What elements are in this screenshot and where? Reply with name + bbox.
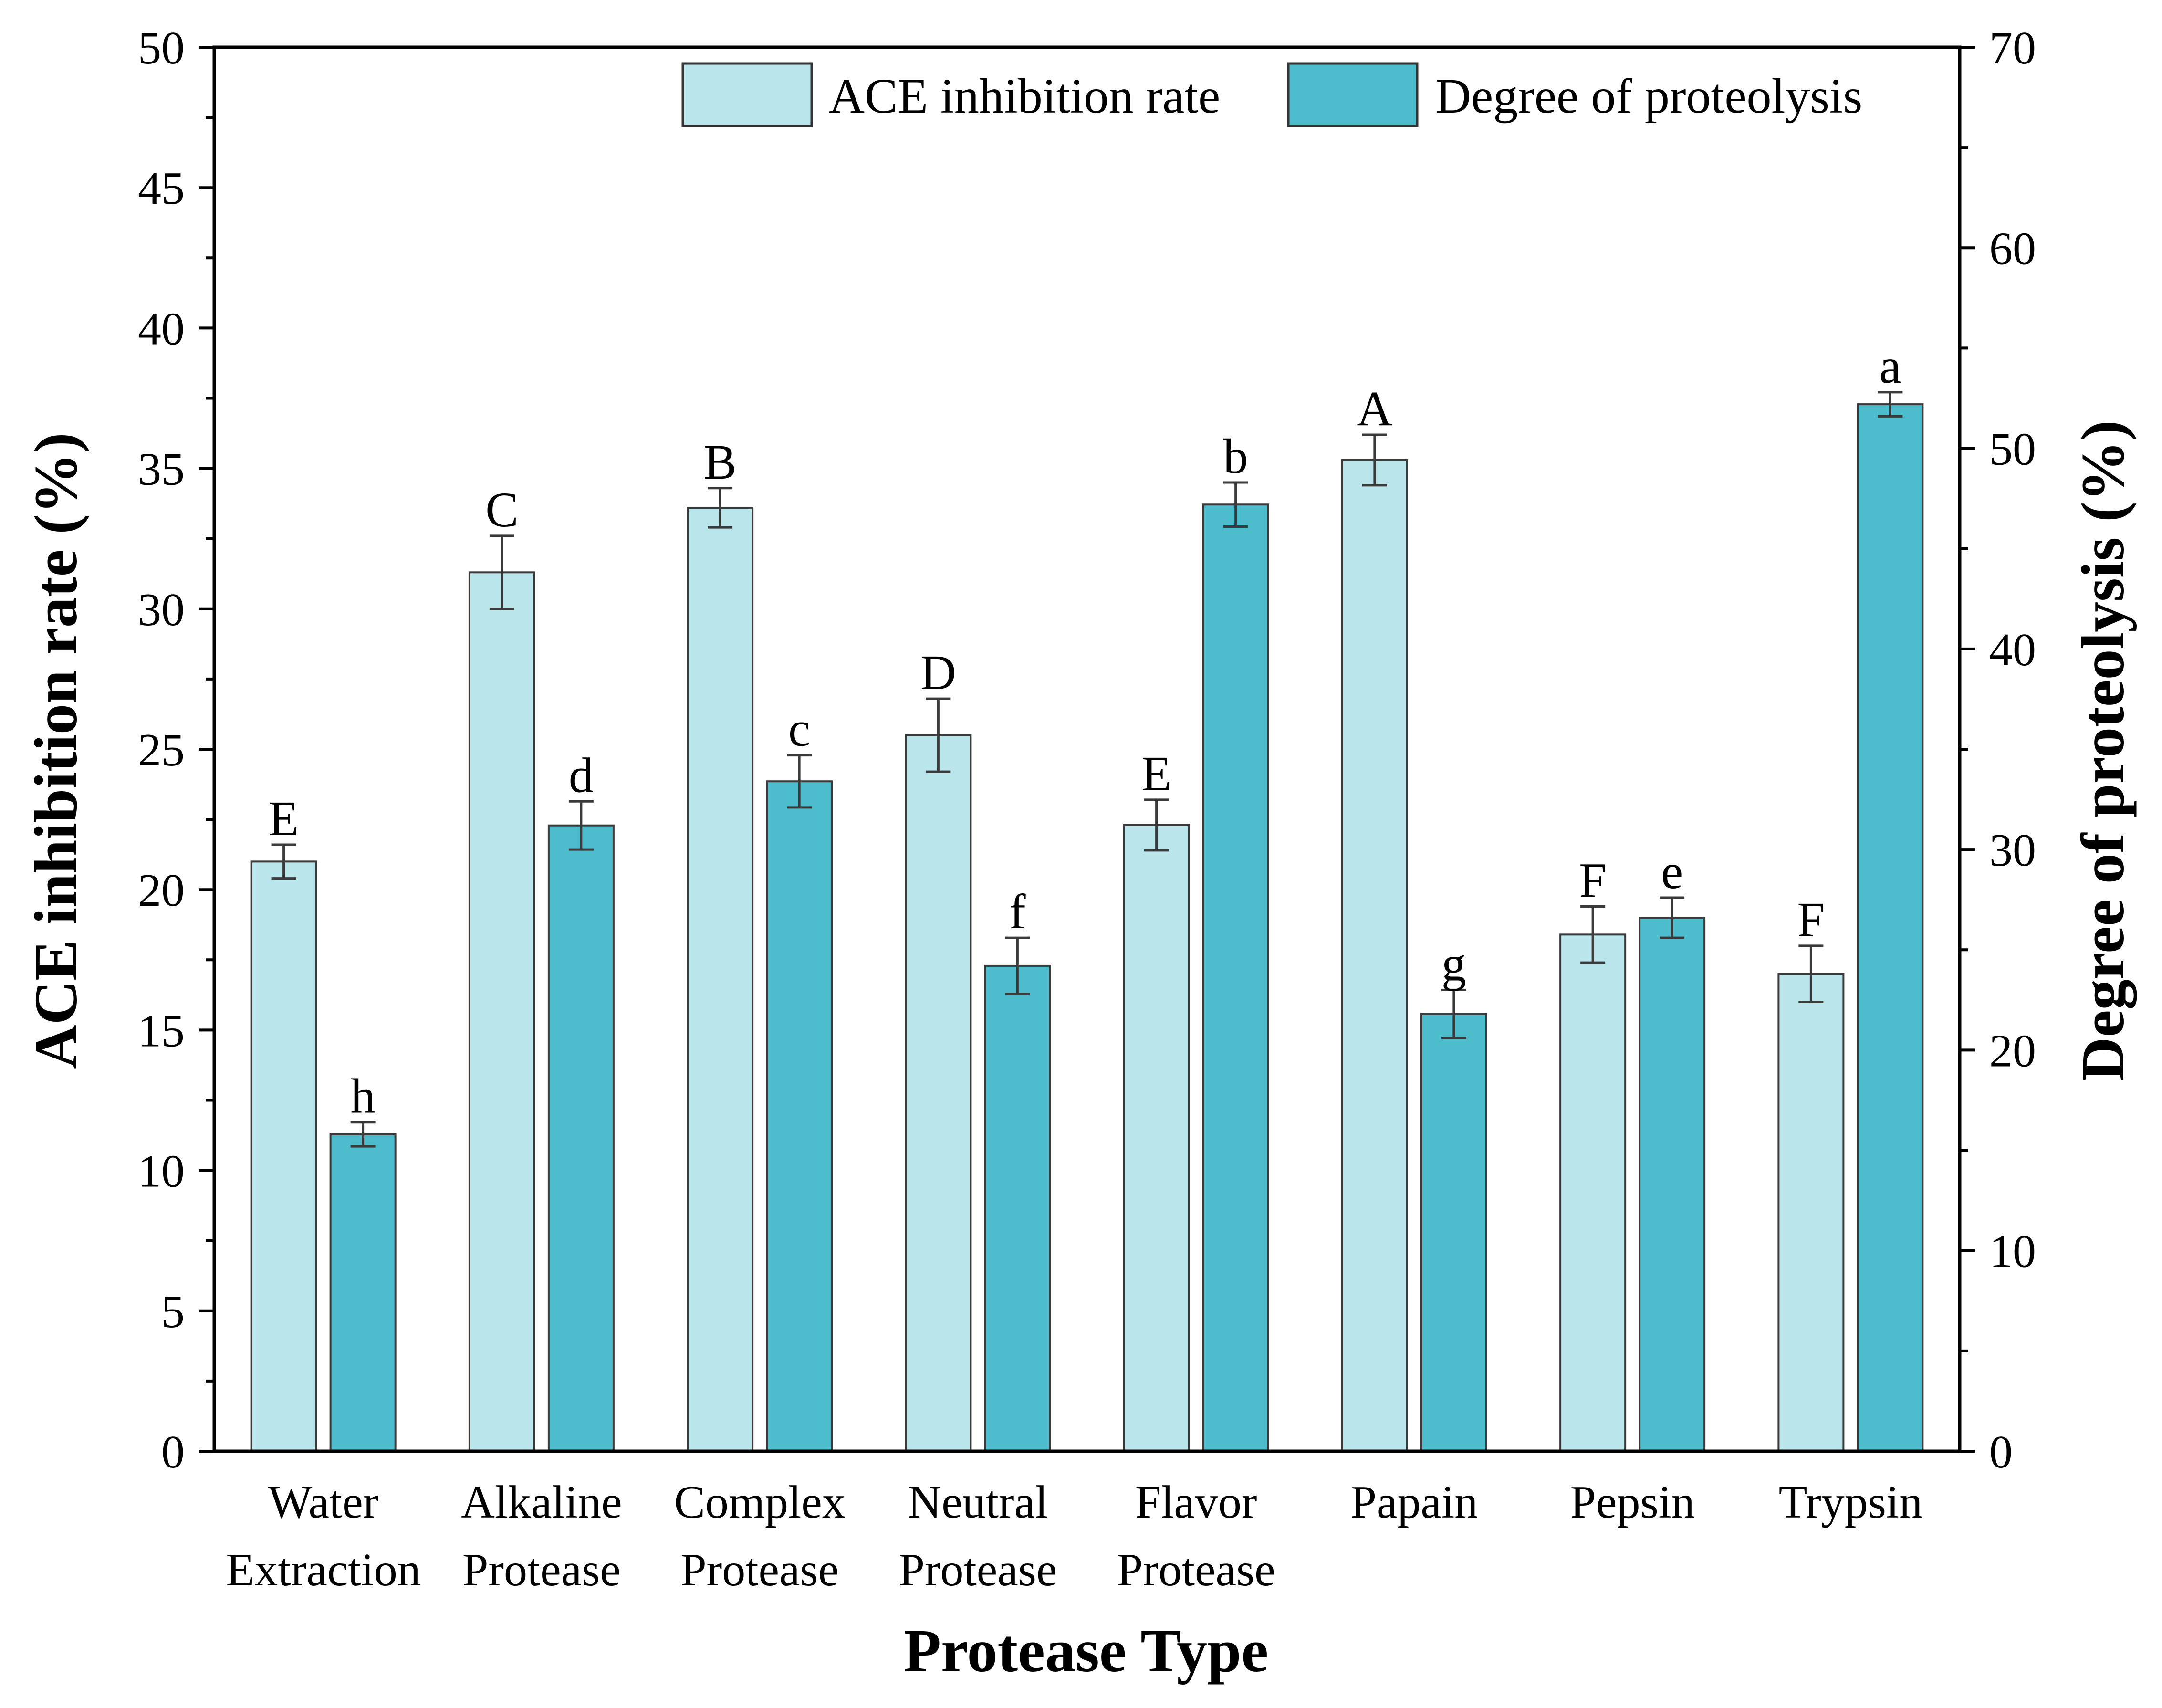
y2-tick-label: 20 <box>1989 1025 2036 1077</box>
bar-0-2 <box>687 506 754 1452</box>
significance-letter-0-4: E <box>1141 746 1172 801</box>
error-bar-1-7 <box>1878 391 1903 418</box>
category-label-line: Papain <box>1351 1477 1478 1528</box>
bar-1-4 <box>1202 503 1269 1452</box>
y-tick-label: 10 <box>138 1146 185 1197</box>
bar-1-6 <box>1639 917 1706 1452</box>
significance-letter-0-7: F <box>1797 892 1825 947</box>
y-tick-label: 30 <box>138 584 185 636</box>
error-bar-1-5 <box>1441 988 1466 1039</box>
significance-letter-1-7: a <box>1879 339 1901 394</box>
y-tick-label: 50 <box>138 22 185 74</box>
significance-letter-1-1: d <box>569 748 594 803</box>
y-tick-label: 20 <box>138 865 185 916</box>
y2-tick-label: 30 <box>1989 825 2036 876</box>
y2-tick-label: 10 <box>1989 1226 2036 1278</box>
bar-0-5 <box>1341 459 1408 1452</box>
category-label-line: Protease <box>898 1544 1057 1596</box>
error-bar-0-1 <box>489 534 514 610</box>
y-tick-label: 40 <box>138 303 185 355</box>
category-label-line: Protease <box>1117 1544 1275 1596</box>
x-axis-title: Protease Type <box>904 1617 1268 1685</box>
legend-swatch-dop <box>1287 62 1419 127</box>
axes-layer <box>199 45 1975 1453</box>
category-label-line: Water <box>268 1477 379 1528</box>
error-bar-0-3 <box>926 697 951 773</box>
category-label-line: Neutral <box>908 1477 1048 1528</box>
category-label-1: Alkaline Protease <box>461 1477 622 1596</box>
error-bar-1-3 <box>1005 936 1030 995</box>
y2-tick-label: 50 <box>1989 424 2036 475</box>
significance-letter-0-2: B <box>703 435 736 490</box>
bar-1-5 <box>1420 1013 1487 1452</box>
category-label-line: Alkaline <box>461 1477 622 1528</box>
y-tick-label: 25 <box>138 724 185 776</box>
category-label-2: Complex Protease <box>674 1477 845 1596</box>
bar-0-0 <box>250 860 317 1452</box>
error-bar-0-4 <box>1144 798 1169 852</box>
category-label-line: Extraction <box>226 1544 421 1596</box>
error-bar-0-5 <box>1362 433 1387 487</box>
y-tick-label: 45 <box>138 163 185 214</box>
y2-tick-label: 40 <box>1989 624 2036 676</box>
significance-letter-0-0: E <box>269 791 299 846</box>
error-bar-1-0 <box>350 1121 376 1148</box>
category-label-line: Protease <box>680 1544 839 1596</box>
category-label-6: Pepsin <box>1570 1477 1694 1528</box>
error-bar-0-2 <box>708 487 733 529</box>
category-label-line: Flavor <box>1135 1477 1257 1528</box>
bar-1-7 <box>1857 403 1924 1452</box>
y2-tick-label: 60 <box>1989 223 2036 274</box>
significance-letter-1-0: h <box>351 1069 376 1124</box>
significance-letter-1-5: g <box>1441 936 1466 991</box>
y-tick-label: 5 <box>161 1286 185 1338</box>
category-label-4: Flavor Protease <box>1117 1477 1275 1596</box>
category-label-line: Pepsin <box>1570 1477 1694 1528</box>
y2-axis-title: Degree of proteolysis (%) <box>2069 420 2137 1081</box>
error-bar-1-6 <box>1660 896 1685 939</box>
error-bar-0-7 <box>1798 944 1824 1004</box>
legend-label-dop: Degree of proteolysis <box>1435 69 1862 124</box>
error-bar-0-6 <box>1580 905 1606 964</box>
bar-1-0 <box>329 1133 397 1452</box>
bar-0-3 <box>905 734 972 1452</box>
bars-layer <box>250 391 1924 1452</box>
bar-1-3 <box>984 964 1051 1452</box>
significance-letter-1-3: f <box>1009 884 1026 939</box>
legend: ACE inhibition rate Degree of proteolysi… <box>681 62 1862 127</box>
bar-0-4 <box>1123 824 1190 1452</box>
significance-letter-0-1: C <box>485 482 518 537</box>
category-label-7: Trypsin <box>1779 1477 1922 1528</box>
category-label-line: Trypsin <box>1779 1477 1922 1528</box>
y2-tick-label: 0 <box>1989 1426 2013 1478</box>
legend-label-ace: ACE inhibition rate <box>829 69 1220 124</box>
y-tick-label: 15 <box>138 1005 185 1057</box>
legend-swatch-ace <box>681 62 813 127</box>
y-axis-title: ACE inhibition rate (%) <box>22 432 90 1069</box>
error-bar-1-2 <box>787 754 812 809</box>
error-bar-1-1 <box>568 800 594 851</box>
bar-1-2 <box>766 780 833 1452</box>
significance-letter-0-5: A <box>1357 381 1392 436</box>
significance-letter-0-6: F <box>1579 853 1607 908</box>
error-bar-0-0 <box>271 843 296 880</box>
bar-0-1 <box>468 571 535 1452</box>
significance-letter-1-2: c <box>788 702 810 757</box>
category-label-line: Complex <box>674 1477 845 1528</box>
significance-letter-1-6: e <box>1661 844 1683 899</box>
bar-0-7 <box>1777 973 1845 1452</box>
category-label-0: Water Extraction <box>226 1477 421 1596</box>
category-label-3: Neutral Protease <box>898 1477 1057 1596</box>
category-label-line: Protease <box>462 1544 621 1596</box>
category-label-5: Papain <box>1351 1477 1478 1528</box>
error-bar-1-4 <box>1223 481 1248 528</box>
y2-tick-label: 70 <box>1989 22 2036 74</box>
y-tick-label: 0 <box>161 1426 185 1478</box>
y-tick-label: 35 <box>138 444 185 495</box>
significance-letter-0-3: D <box>920 645 956 700</box>
bar-1-1 <box>547 824 615 1452</box>
bar-0-6 <box>1559 933 1627 1452</box>
significance-letter-1-4: b <box>1223 429 1248 484</box>
